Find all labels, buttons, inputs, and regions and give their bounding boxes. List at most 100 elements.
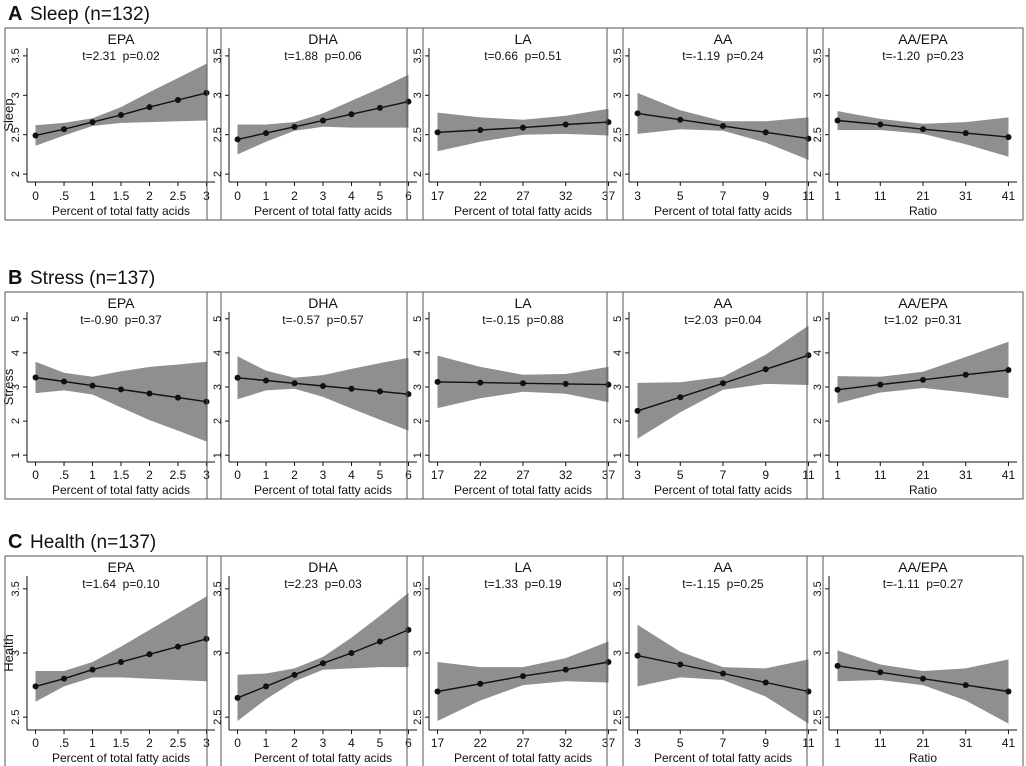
stat-annotation: t=-1.20 p=0.23 — [882, 49, 964, 63]
y-tick-label: 2 — [812, 171, 824, 177]
panel-frame — [606, 555, 824, 766]
data-point — [920, 126, 926, 133]
y-tick-label: 3 — [212, 384, 224, 390]
x-tick-label: 31 — [959, 468, 973, 482]
data-point — [174, 394, 181, 401]
data-point — [877, 121, 884, 128]
data-point — [877, 381, 884, 388]
data-point — [477, 680, 484, 687]
data-point — [834, 117, 841, 124]
x-axis-label: Percent of total fatty acids — [254, 751, 392, 765]
data-point — [762, 679, 769, 686]
y-tick-label: 3 — [612, 384, 624, 390]
x-tick-label: 2.5 — [170, 468, 187, 482]
x-tick-label: 2 — [146, 468, 153, 482]
x-tick-label: 3 — [320, 736, 327, 750]
panel-frame — [406, 555, 624, 766]
x-tick-label: 41 — [1002, 468, 1016, 482]
data-point — [32, 374, 39, 381]
data-point — [234, 374, 241, 381]
x-axis-label: Percent of total fatty acids — [254, 483, 392, 497]
data-point — [348, 111, 355, 118]
data-point — [805, 352, 812, 359]
confidence-band — [837, 650, 1009, 724]
y-tick-label: 3.5 — [612, 581, 624, 596]
panel-title: AA — [714, 295, 733, 311]
y-tick-label: 5 — [612, 316, 624, 322]
x-tick-label: 1 — [834, 468, 841, 482]
x-tick-label: 31 — [959, 189, 973, 203]
data-point — [605, 381, 612, 388]
data-point — [234, 136, 241, 143]
data-point — [677, 116, 684, 123]
panel-title: EPA — [108, 559, 136, 575]
panel-sleep-epa: EPA t=2.31 p=0.02 2 2.5 3 3.5 0 .5 1 1.5 2 2.5 3 Perc… — [4, 27, 222, 221]
data-point — [520, 124, 526, 131]
x-tick-label: 32 — [559, 189, 573, 203]
x-tick-label: 6 — [405, 468, 412, 482]
data-point — [174, 97, 181, 104]
x-tick-label: 0 — [234, 468, 241, 482]
y-tick-label: 3 — [412, 650, 424, 656]
x-tick-label: 32 — [559, 736, 573, 750]
data-point — [291, 123, 298, 130]
y-tick-label: 2.5 — [212, 710, 224, 725]
data-point — [320, 117, 326, 124]
data-point — [320, 660, 326, 667]
data-point — [834, 386, 841, 393]
panel-frame — [406, 27, 624, 221]
panel-title: DHA — [308, 559, 338, 575]
x-tick-label: 1.5 — [113, 468, 130, 482]
data-point — [61, 675, 68, 682]
y-tick-label: 3 — [10, 92, 22, 98]
x-tick-label: 5 — [677, 468, 684, 482]
data-point — [146, 104, 153, 111]
x-tick-label: .5 — [59, 189, 69, 203]
x-axis-label: Percent of total fatty acids — [52, 483, 190, 497]
x-tick-label: 4 — [348, 189, 355, 203]
x-tick-label: 11 — [802, 189, 815, 203]
y-tick-label: 2.5 — [412, 127, 424, 142]
panel-frame — [4, 27, 222, 221]
stat-annotation: t=1.64 p=0.10 — [82, 577, 160, 591]
x-axis-label: Ratio — [909, 751, 937, 765]
panel-title: AA — [714, 559, 733, 575]
y-tick-label: 2.5 — [612, 710, 624, 725]
y-tick-label: 5 — [212, 316, 224, 322]
x-tick-label: 7 — [720, 189, 727, 203]
data-point — [805, 135, 812, 142]
y-tick-label: 3 — [212, 92, 224, 98]
data-point — [1005, 366, 1012, 373]
stat-annotation: t=-1.19 p=0.24 — [682, 49, 764, 63]
data-point — [762, 129, 769, 136]
confidence-band — [437, 641, 609, 721]
data-point — [146, 390, 153, 397]
x-tick-label: 11 — [874, 189, 887, 203]
x-tick-label: 4 — [348, 468, 355, 482]
x-axis-label: Percent of total fatty acids — [454, 204, 592, 218]
y-tick-label: 2.5 — [812, 710, 824, 725]
panel-frame — [806, 555, 1024, 766]
data-point — [376, 638, 383, 645]
panel-title: AA/EPA — [898, 31, 948, 47]
x-tick-label: 9 — [762, 736, 769, 750]
panel-health-aa: AA t=-1.15 p=0.25 2.5 3 3.5 3 5 7 9 11 Percent of … — [606, 555, 824, 766]
y-tick-label: 2 — [10, 418, 22, 424]
data-point — [348, 650, 355, 656]
x-tick-label: 2 — [146, 189, 153, 203]
data-point — [434, 129, 441, 136]
data-point — [320, 382, 326, 389]
x-tick-label: 5 — [677, 189, 684, 203]
data-point — [376, 388, 383, 395]
panel-stress-dha: DHA t=-0.57 p=0.57 1 2 3 4 5 0 1 2 3 4 5 6 Percent of … — [206, 291, 424, 500]
confidence-band — [237, 74, 409, 155]
x-tick-label: 4 — [348, 736, 355, 750]
x-tick-label: 1 — [263, 736, 270, 750]
panel-title: DHA — [308, 31, 338, 47]
y-tick-label: 4 — [10, 350, 22, 356]
x-tick-label: 1 — [263, 468, 270, 482]
x-tick-label: 1.5 — [113, 736, 130, 750]
